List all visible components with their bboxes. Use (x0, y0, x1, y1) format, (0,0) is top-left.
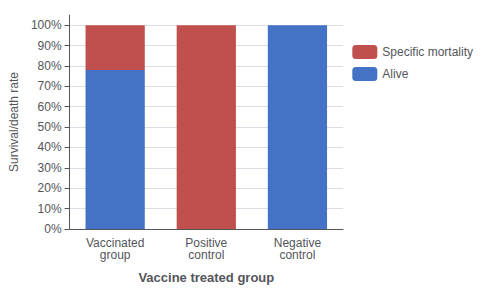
svg-text:Positive: Positive (185, 236, 228, 250)
svg-text:Vaccinated: Vaccinated (85, 236, 145, 250)
svg-text:30%: 30% (38, 161, 62, 175)
svg-text:0%: 0% (44, 222, 62, 236)
svg-text:50%: 50% (38, 120, 62, 134)
svg-text:control: control (188, 248, 224, 262)
svg-text:Survival/death rate: Survival/death rate (7, 72, 21, 172)
svg-text:40%: 40% (38, 140, 62, 154)
svg-text:80%: 80% (38, 59, 62, 73)
svg-text:Specific mortality: Specific mortality (382, 45, 473, 59)
svg-text:Vaccine treated group: Vaccine treated group (138, 270, 274, 285)
svg-text:Negative: Negative (273, 236, 322, 250)
svg-text:60%: 60% (38, 100, 62, 114)
svg-text:90%: 90% (38, 39, 62, 53)
svg-text:20%: 20% (38, 181, 62, 195)
svg-text:100%: 100% (31, 18, 62, 32)
svg-text:10%: 10% (38, 202, 62, 216)
svg-text:group: group (100, 248, 131, 262)
svg-text:70%: 70% (38, 79, 62, 93)
svg-text:Alive: Alive (382, 67, 408, 81)
svg-text:control: control (279, 248, 315, 262)
